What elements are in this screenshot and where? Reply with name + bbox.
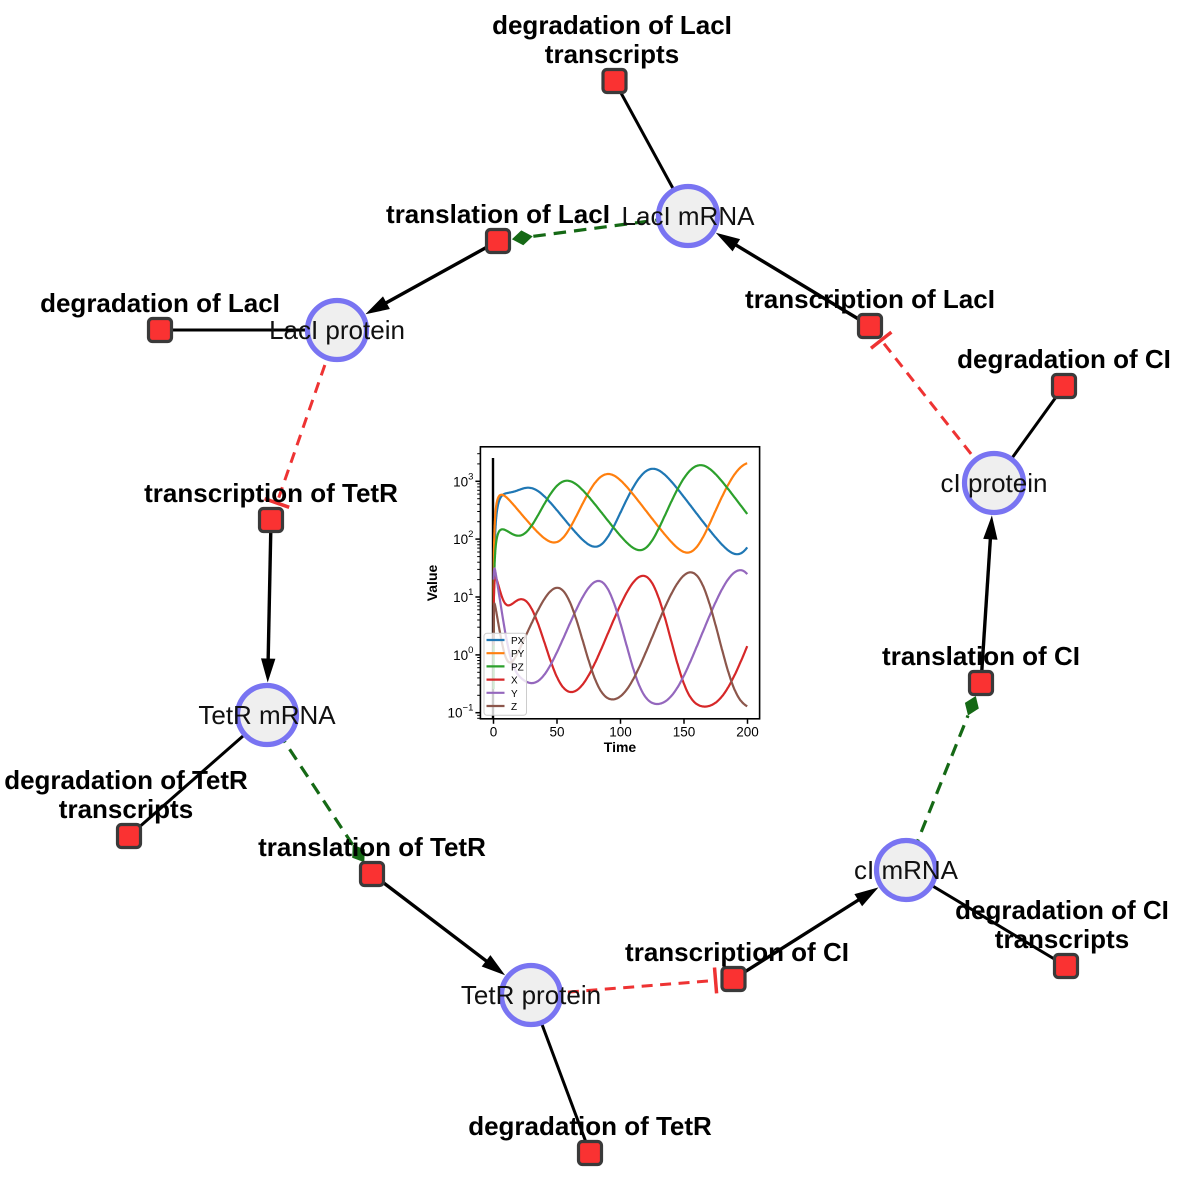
svg-text:degradation of CI: degradation of CI: [955, 895, 1169, 925]
svg-text:LacI mRNA: LacI mRNA: [622, 201, 756, 231]
svg-text:cI mRNA: cI mRNA: [854, 855, 959, 885]
svg-text:cI protein: cI protein: [941, 468, 1048, 498]
svg-text:0: 0: [490, 724, 498, 739]
svg-text:translation of LacI: translation of LacI: [386, 199, 610, 229]
svg-text:transcription of LacI: transcription of LacI: [745, 284, 995, 314]
svg-text:transcripts: transcripts: [545, 39, 679, 69]
svg-text:Y: Y: [511, 689, 518, 700]
svg-text:103: 103: [453, 471, 473, 489]
svg-text:transcripts: transcripts: [995, 924, 1129, 954]
svg-text:PY: PY: [511, 649, 525, 660]
svg-text:translation of CI: translation of CI: [882, 641, 1080, 671]
svg-text:PZ: PZ: [511, 662, 524, 673]
svg-text:100: 100: [609, 724, 632, 739]
svg-text:200: 200: [736, 724, 759, 739]
svg-text:102: 102: [453, 529, 473, 547]
svg-text:degradation of CI: degradation of CI: [957, 344, 1171, 374]
svg-text:transcripts: transcripts: [59, 794, 193, 824]
svg-text:TetR mRNA: TetR mRNA: [198, 700, 336, 730]
svg-text:Z: Z: [511, 702, 517, 713]
svg-text:101: 101: [453, 587, 473, 605]
svg-text:100: 100: [453, 645, 473, 663]
svg-text:PX: PX: [511, 636, 525, 647]
svg-text:transcription of CI: transcription of CI: [625, 937, 849, 967]
svg-text:transcription of TetR: transcription of TetR: [144, 478, 398, 508]
svg-text:X: X: [511, 676, 518, 687]
svg-text:Time: Time: [604, 739, 637, 755]
svg-text:TetR protein: TetR protein: [461, 980, 601, 1010]
svg-text:Value: Value: [424, 565, 440, 602]
svg-text:translation of TetR: translation of TetR: [258, 832, 486, 862]
svg-text:LacI protein: LacI protein: [269, 315, 405, 345]
svg-text:10−1: 10−1: [448, 703, 474, 721]
svg-text:degradation of LacI: degradation of LacI: [492, 10, 732, 40]
svg-text:degradation of LacI: degradation of LacI: [40, 288, 280, 318]
svg-text:150: 150: [673, 724, 696, 739]
svg-text:50: 50: [549, 724, 564, 739]
svg-text:degradation of TetR: degradation of TetR: [4, 765, 248, 795]
svg-text:degradation of TetR: degradation of TetR: [468, 1111, 712, 1141]
